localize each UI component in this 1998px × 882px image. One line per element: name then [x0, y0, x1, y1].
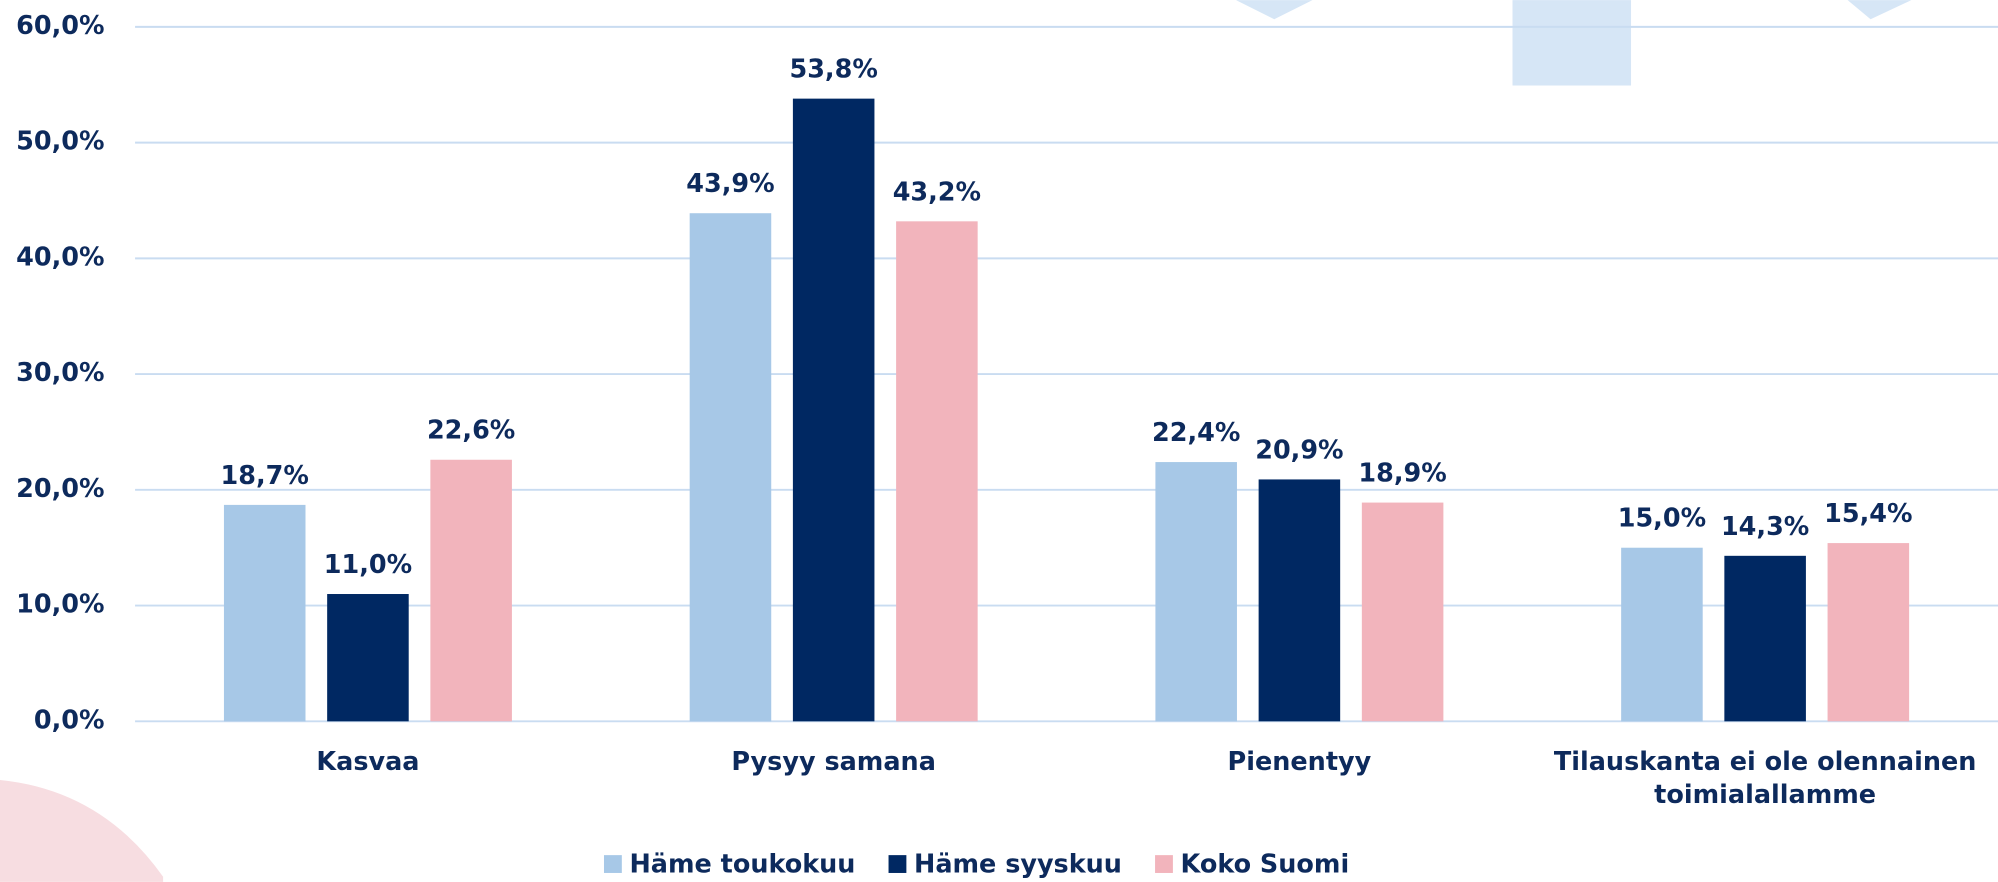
legend: Häme toukokuu Häme syyskuu Koko Suomi: [603, 849, 1350, 879]
bar: [689, 213, 772, 722]
data-label: 15,0%: [1618, 504, 1706, 534]
legend-swatch: [888, 855, 907, 873]
data-label: 14,3%: [1721, 512, 1809, 542]
bar: [896, 221, 978, 722]
x-tick-label: Pienentyy: [1227, 745, 1372, 777]
bar: [430, 459, 512, 722]
legend-swatch: [1155, 855, 1173, 873]
legend-label: Häme toukokuu: [629, 849, 855, 879]
data-label: 15,4%: [1824, 499, 1912, 529]
bar: [327, 594, 409, 722]
bar: [1724, 555, 1806, 722]
legend-label: Häme syyskuu: [914, 849, 1122, 879]
x-tick-label: Kasvaa: [316, 745, 420, 777]
y-tick-label: 60,0%: [16, 11, 104, 41]
data-label: 18,9%: [1358, 459, 1446, 489]
data-label: 22,4%: [1152, 418, 1240, 448]
bar: [223, 504, 306, 722]
data-label: 18,7%: [221, 461, 309, 491]
data-label: 22,6%: [427, 416, 515, 446]
data-label: 11,0%: [324, 550, 412, 580]
decoration: [0, 779, 164, 882]
x-tick-label: Tilauskanta ei ole olennainen toimialall…: [1553, 745, 1977, 810]
decoration: [1847, 0, 1912, 20]
bar: [1361, 502, 1444, 722]
decoration: [1236, 0, 1313, 20]
y-tick-label: 30,0%: [16, 358, 104, 388]
legend-swatch: [603, 855, 622, 873]
y-tick-label: 10,0%: [16, 590, 104, 620]
y-tick-label: 40,0%: [16, 242, 104, 272]
bar: [792, 98, 875, 722]
bar: [1155, 462, 1237, 722]
decoration: [1512, 0, 1632, 86]
bar: [1827, 543, 1910, 722]
x-tick-label: Pysyy samana: [731, 745, 936, 777]
y-tick-label: 20,0%: [16, 474, 104, 504]
data-label: 43,9%: [686, 169, 774, 199]
bar: [1258, 479, 1341, 722]
bar: [1621, 547, 1703, 722]
y-tick-label: 0,0%: [34, 705, 105, 735]
data-label: 43,2%: [893, 177, 981, 207]
data-label: 20,9%: [1255, 435, 1343, 465]
y-tick-label: 50,0%: [16, 127, 104, 157]
data-label: 53,8%: [789, 55, 877, 85]
legend-label: Koko Suomi: [1181, 849, 1350, 879]
